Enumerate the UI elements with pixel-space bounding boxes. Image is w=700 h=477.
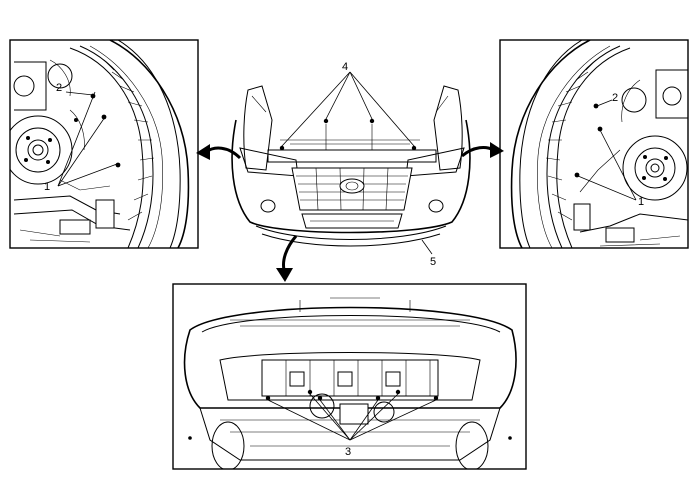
left-wheelhouse-detail: 1 2 xyxy=(9,39,199,249)
underbody-detail: 3 xyxy=(172,283,527,470)
right-wheelhouse-detail: 1 2 xyxy=(499,39,689,249)
curved-arrow-icon xyxy=(276,235,298,282)
curved-arrow-icon xyxy=(196,144,242,160)
callout-2-left: 2 xyxy=(56,82,62,94)
front-fascia-overview: 4 5 xyxy=(231,61,471,268)
callout-4: 4 xyxy=(342,61,348,73)
callout-3: 3 xyxy=(345,446,351,458)
curved-arrow-icon xyxy=(461,142,504,158)
callout-2-right: 2 xyxy=(612,92,618,104)
callout-1-left: 1 xyxy=(44,181,50,193)
callout-1-right: 1 xyxy=(638,196,644,208)
callout-5: 5 xyxy=(430,256,436,268)
